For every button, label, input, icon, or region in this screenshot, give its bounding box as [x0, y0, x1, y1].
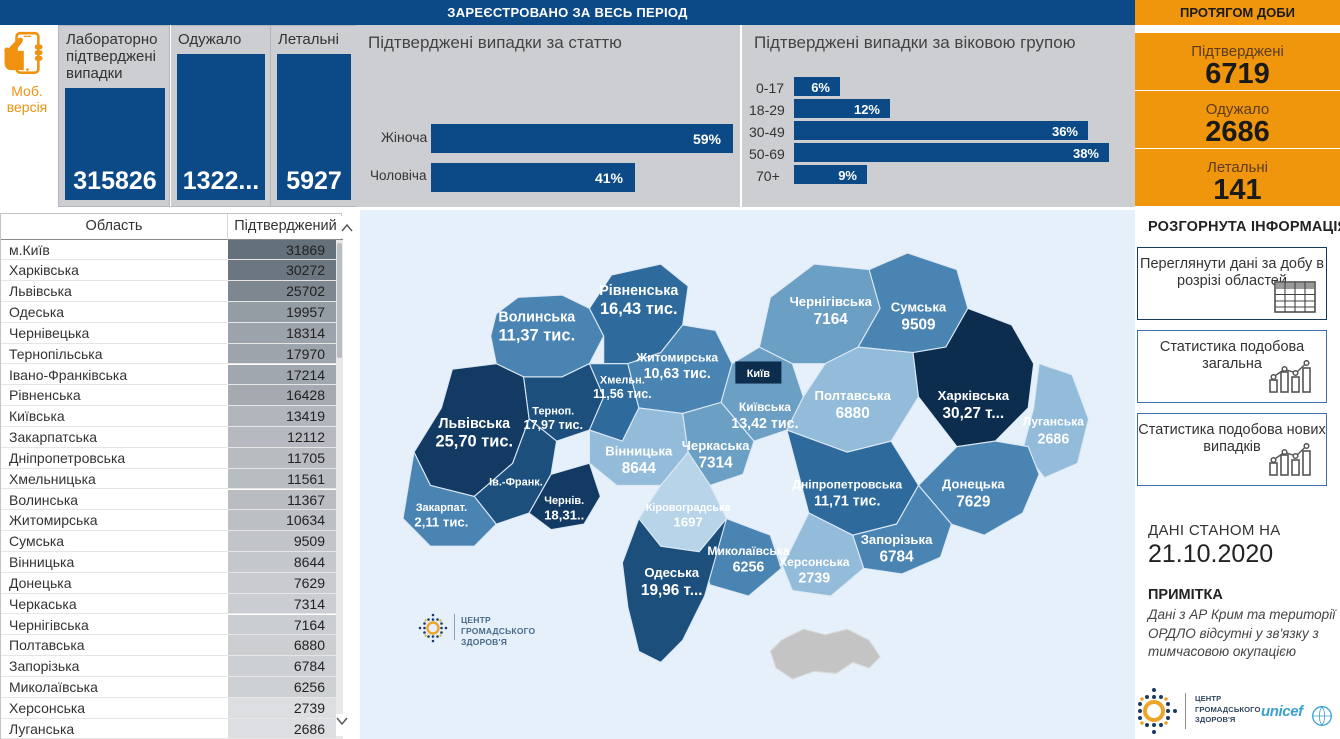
svg-text:Київська: Київська — [739, 400, 791, 414]
svg-text:2,11 тис.: 2,11 тис. — [414, 514, 468, 529]
svg-text:9509: 9509 — [901, 316, 935, 333]
svg-text:2686: 2686 — [1038, 431, 1070, 447]
svg-text:19,96 т...: 19,96 т... — [641, 582, 703, 599]
svg-text:Запорізька: Запорізька — [861, 532, 933, 547]
svg-text:Луганська: Луганська — [1023, 415, 1084, 429]
svg-text:Миколаївська: Миколаївська — [707, 544, 789, 558]
svg-text:30,27 т...: 30,27 т... — [943, 405, 1005, 422]
svg-text:17,97 тис.: 17,97 тис. — [524, 418, 583, 432]
svg-text:6256: 6256 — [733, 560, 765, 576]
svg-text:Волинська: Волинська — [498, 310, 576, 326]
svg-text:Вінницька: Вінницька — [605, 443, 673, 458]
svg-text:Рівненська: Рівненська — [599, 283, 679, 299]
svg-text:Одеська: Одеська — [644, 565, 699, 580]
svg-text:13,42 тис.: 13,42 тис. — [731, 416, 798, 432]
svg-text:2739: 2739 — [798, 571, 830, 587]
svg-text:Львівська: Львівська — [438, 416, 511, 432]
svg-text:10,63 тис.: 10,63 тис. — [644, 366, 711, 382]
svg-text:6880: 6880 — [836, 405, 870, 422]
svg-text:18,31..: 18,31.. — [544, 508, 584, 523]
svg-text:25,70 тис.: 25,70 тис. — [435, 432, 513, 451]
svg-text:6784: 6784 — [879, 549, 914, 566]
svg-text:Київ: Київ — [747, 368, 770, 380]
svg-text:Закарпат.: Закарпат. — [416, 502, 467, 514]
svg-text:11,56 тис.: 11,56 тис. — [593, 387, 652, 401]
svg-text:Полтавська: Полтавська — [815, 388, 892, 403]
svg-text:Чернігівська: Чернігівська — [790, 294, 873, 309]
svg-text:16,43 тис.: 16,43 тис. — [600, 299, 678, 318]
svg-text:7629: 7629 — [956, 493, 990, 510]
svg-text:Терноп.: Терноп. — [532, 406, 574, 418]
svg-text:Житомирська: Житомирська — [635, 350, 718, 364]
svg-text:7164: 7164 — [814, 311, 849, 328]
svg-text:1697: 1697 — [674, 514, 703, 529]
svg-text:11,37 тис.: 11,37 тис. — [498, 325, 575, 344]
svg-text:Дніпропетровська: Дніпропетровська — [792, 478, 902, 492]
svg-text:Херсонська: Херсонська — [779, 555, 850, 569]
svg-text:Донецька: Донецька — [942, 477, 1006, 492]
svg-text:8644: 8644 — [622, 460, 657, 477]
svg-text:Харківська: Харківська — [938, 388, 1010, 403]
svg-text:Ів.-Франк.: Ів.-Франк. — [489, 476, 543, 488]
svg-text:Хмельн.: Хмельн. — [600, 375, 645, 387]
svg-text:Кіровоградська: Кіровоградська — [646, 502, 732, 514]
svg-text:Сумська: Сумська — [891, 300, 947, 315]
svg-text:Черкаська: Черкаська — [682, 438, 750, 453]
svg-text:7314: 7314 — [699, 455, 734, 472]
svg-text:Чернів.: Чернів. — [544, 495, 584, 507]
svg-text:11,71 тис.: 11,71 тис. — [814, 493, 880, 509]
